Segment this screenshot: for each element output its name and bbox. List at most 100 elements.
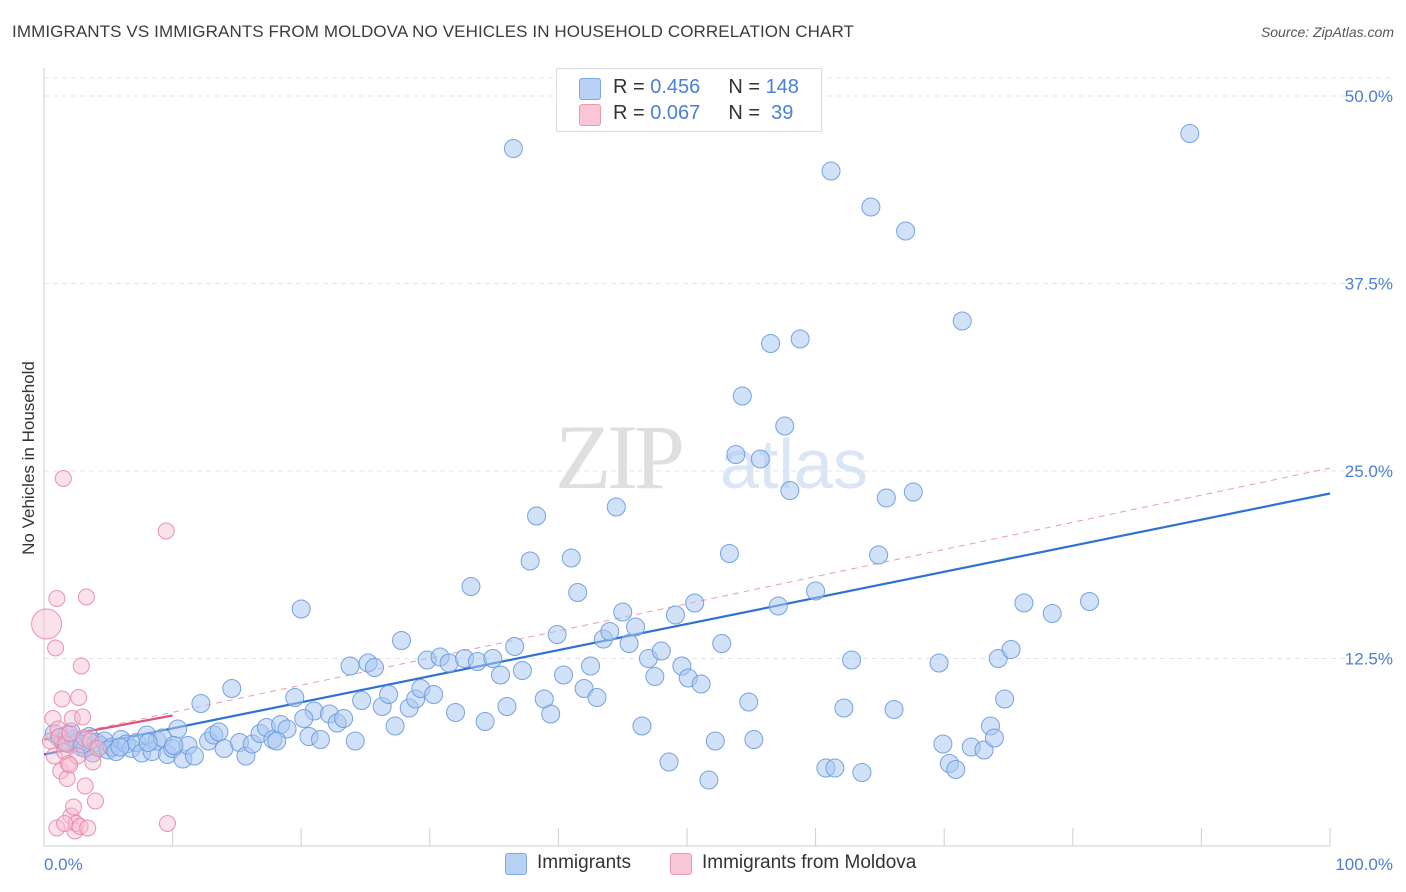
data-point [825,758,845,778]
data-point [1014,593,1034,613]
data-point [294,709,314,728]
data-point [56,815,74,832]
data-point [600,622,620,641]
y-tick-label: 37.5% [1345,275,1393,294]
r-label: R = [613,76,651,98]
y-tick-label: 25.0% [1345,462,1393,481]
data-point [626,617,646,637]
watermark-zip: ZIP [555,406,682,508]
series-immigrants [44,124,1200,790]
data-point [568,583,588,602]
data-point [345,731,365,751]
data-point [1042,604,1062,623]
axes [43,68,1331,847]
data-point [512,661,532,680]
data-point [446,703,466,722]
data-point [86,792,104,810]
data-point [1180,124,1200,143]
data-point [726,445,746,464]
grid-lines [44,77,1395,659]
data-point [554,665,574,685]
data-point [58,770,76,787]
data-point [665,605,685,625]
data-point [884,700,904,719]
data-point [267,731,287,751]
data-point [392,631,412,650]
data-point [47,639,65,657]
data-point [158,815,176,832]
data-point [651,641,671,661]
data-point [606,497,626,517]
data-point [503,139,523,158]
data-point [995,689,1015,709]
data-point [780,481,800,500]
data-point [842,650,862,670]
data-point [57,735,75,753]
data-point [705,731,725,751]
data-point [933,734,953,754]
data-point [340,656,360,676]
data-point [861,197,881,217]
tick-labels: 12.5% 25.0% 37.5% 50.0% 0.0% 100.0% [44,87,1393,874]
data-point [806,581,826,601]
legend-label: Immigrants [537,852,631,873]
data-point [53,690,71,708]
data-point [619,634,639,653]
data-point [869,545,889,565]
y-axis-label: No Vehicles in Household [19,361,38,555]
data-point [719,544,739,563]
data-point [291,599,311,619]
data-point [70,689,88,706]
n-label: N = [728,76,766,98]
data-point [699,770,719,790]
data-point [768,596,788,616]
data-point [561,548,581,568]
data-point [712,634,732,653]
data-point [613,602,633,622]
swatch-pink [579,104,601,126]
data-point [89,740,107,757]
data-point [790,329,810,349]
data-point [168,719,188,739]
data-point [527,506,547,526]
data-point [491,665,511,685]
data-point [821,161,841,181]
data-point [852,763,872,782]
data-point [54,470,72,487]
legend-label: Immigrants from Moldova [702,852,917,873]
data-point [732,386,752,406]
x-tick-label: 0.0% [44,855,83,874]
data-point [497,697,517,716]
data-point [632,716,652,736]
data-point [903,482,923,502]
y-tick-label: 12.5% [1345,650,1393,669]
r-value: 0.067 [650,102,701,124]
source-label: Source: ZipAtlas.com [1260,24,1394,40]
data-point [334,709,354,728]
data-point [310,730,330,749]
data-point [750,449,770,469]
data-point [164,736,184,755]
data-point [946,760,966,779]
data-point [876,488,896,508]
swatch-blue [505,853,527,875]
swatch-pink [670,853,692,875]
n-label: N = [728,102,766,124]
chart-title: IMMIGRANTS VS IMMIGRANTS FROM MOLDOVA NO… [12,22,855,41]
data-point [285,688,305,707]
data-point [541,704,561,724]
data-point [385,716,405,736]
data-point [424,685,444,704]
n-value: 39 [765,102,794,124]
data-point [1080,592,1100,611]
data-point [44,710,62,727]
data-point [739,692,759,712]
data-point [48,590,66,607]
data-point [365,658,385,677]
data-point [685,593,705,613]
data-point [184,746,204,766]
data-point [76,777,94,795]
data-point [775,416,795,436]
data-point [952,311,972,331]
